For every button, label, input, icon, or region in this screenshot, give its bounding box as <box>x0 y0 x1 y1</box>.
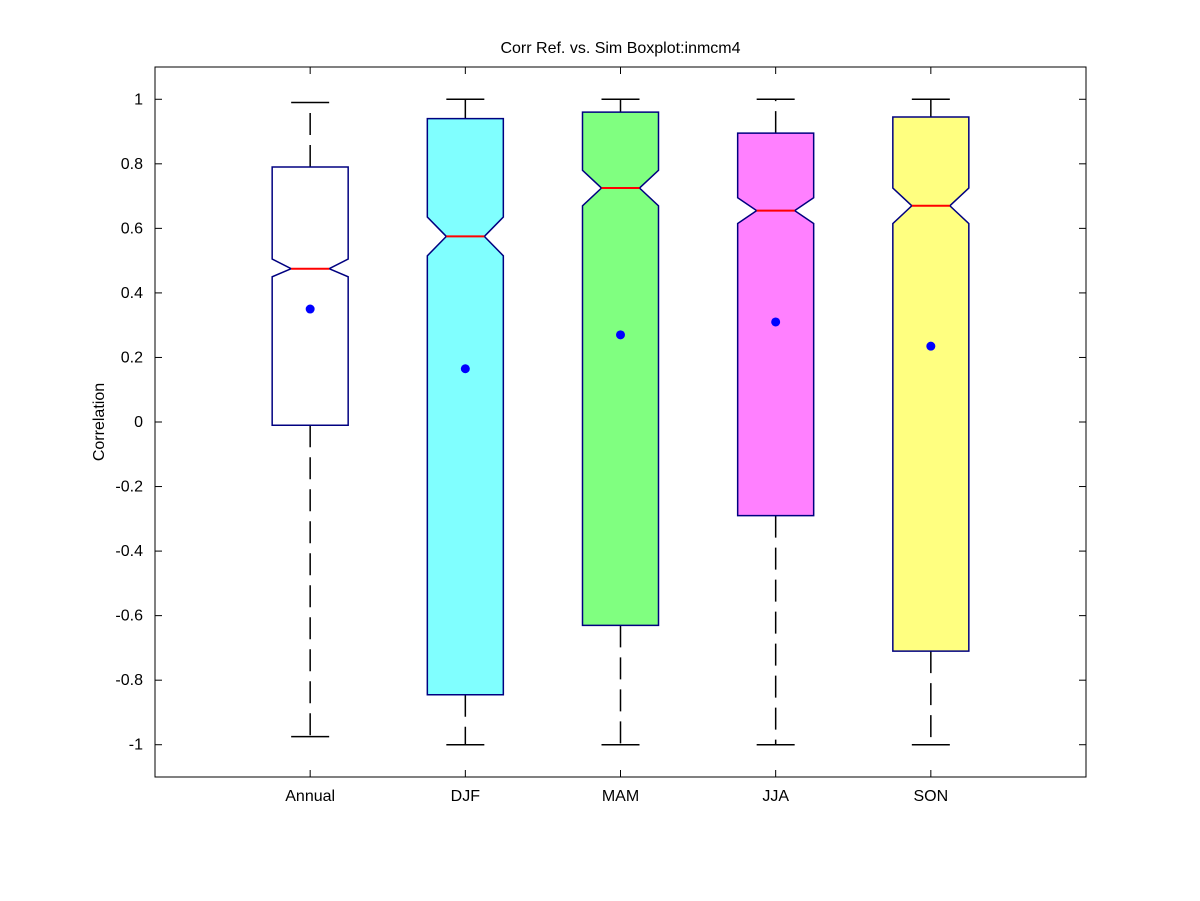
box-mam <box>581 111 660 627</box>
y-tick-label: -0.4 <box>115 543 143 560</box>
x-tick-label: Annual <box>285 788 335 805</box>
x-tick-label: MAM <box>602 788 639 805</box>
chart-title: Corr Ref. vs. Sim Boxplot:inmcm4 <box>500 40 740 57</box>
y-axis-label: Correlation <box>91 383 108 461</box>
mean-marker <box>616 330 625 340</box>
y-tick-label: -1 <box>129 737 143 754</box>
y-tick-label: 0 <box>134 414 143 431</box>
y-tick-label: -0.2 <box>115 479 143 496</box>
y-tick-label: -0.6 <box>115 608 143 625</box>
box-annual <box>271 166 349 426</box>
box-son <box>892 116 970 652</box>
x-tick-label: JJA <box>762 788 789 805</box>
y-tick-label: 0.2 <box>121 349 143 366</box>
y-tick-label: 0.4 <box>121 285 143 302</box>
y-tick-label: 0.8 <box>121 156 143 173</box>
y-tick-label: 1 <box>134 91 143 108</box>
y-tick-label: 0.6 <box>121 220 143 237</box>
y-tick-label: -0.8 <box>115 672 143 689</box>
box-djf <box>426 117 505 696</box>
mean-marker <box>460 364 470 374</box>
mean-marker <box>771 317 781 327</box>
mean-marker <box>305 304 315 314</box>
mean-marker <box>926 341 936 351</box>
x-tick-label: SON <box>913 788 948 805</box>
x-tick-label: DJF <box>451 788 481 805</box>
plot-area: -1 -0.8 -0.6 -0.4 -0.2 0 0.2 0.4 0.6 0.8 1 Annual DJ… <box>115 66 1087 805</box>
